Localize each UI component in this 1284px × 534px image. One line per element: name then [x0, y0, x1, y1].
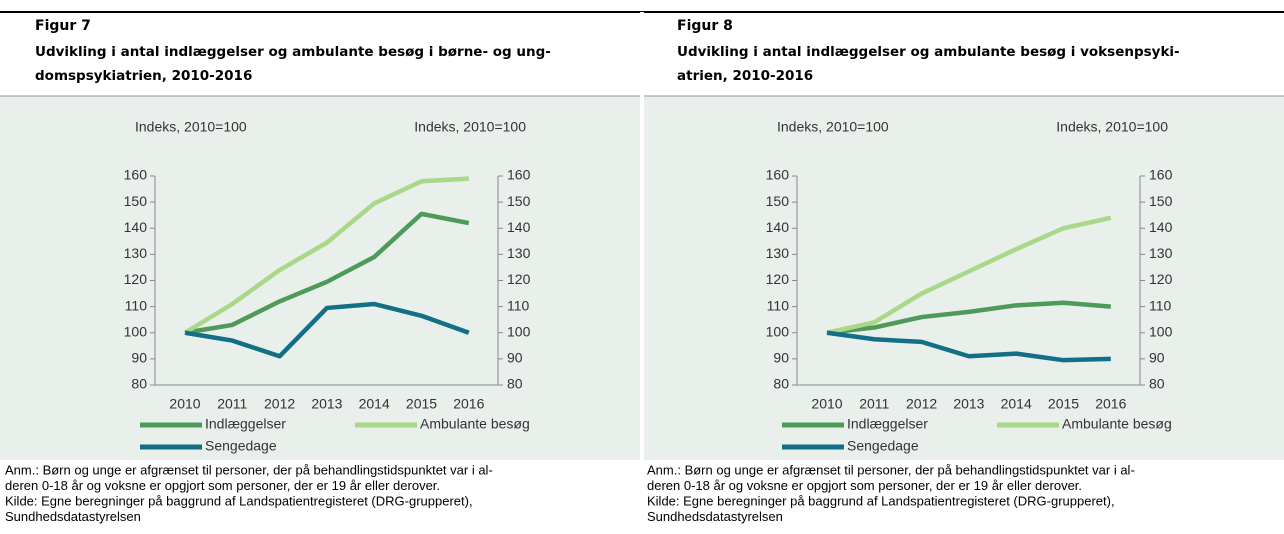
y-tick-label: 110: [767, 297, 790, 313]
y-tick-label: 150: [766, 193, 790, 209]
note: Anm.: Børn og unge er afgrænset til pers…: [5, 462, 493, 477]
note: Anm.: Børn og unge er afgrænset til pers…: [647, 462, 1135, 477]
chart-title: Udvikling i antal indlæggelser og ambula…: [35, 44, 551, 60]
x-tick-label: 2011: [217, 396, 247, 412]
y2-axis-label: Indeks, 2010=100: [1056, 119, 1168, 135]
y2-tick-label: 160: [1149, 167, 1173, 183]
y-tick-label: 90: [131, 350, 147, 366]
x-tick-label: 2012: [264, 396, 295, 412]
x-tick-label: 2014: [359, 396, 390, 412]
y2-tick-label: 90: [507, 350, 523, 366]
series-line: [183, 176, 469, 335]
y-axis-label: Indeks, 2010=100: [777, 119, 889, 135]
y2-tick-label: 150: [1149, 193, 1173, 209]
legend-label: Sengedage: [205, 438, 277, 454]
y-tick-label: 130: [124, 245, 148, 261]
legend-label: Sengedage: [847, 438, 919, 454]
y-axis-label: Indeks, 2010=100: [135, 119, 247, 135]
y2-tick-label: 80: [1149, 376, 1165, 392]
y2-axis-label: Indeks, 2010=100: [414, 119, 526, 135]
figure-label: Figur 7: [35, 18, 91, 34]
series-line: [184, 211, 470, 335]
y-tick-label: 160: [124, 167, 148, 183]
y-tick-label: 120: [124, 271, 148, 287]
legend-label: Indlæggelser: [205, 416, 286, 432]
y2-tick-label: 140: [507, 219, 531, 235]
legend-label: Ambulante besøg: [1062, 416, 1172, 432]
y-tick-label: 80: [131, 376, 147, 392]
note: Kilde: Egne beregninger på baggrund af L…: [647, 493, 1115, 508]
x-tick-label: 2015: [406, 396, 437, 412]
series-line: [826, 215, 1112, 335]
legend-label: Ambulante besøg: [420, 416, 530, 432]
chart-title: Udvikling i antal indlæggelser og ambula…: [677, 44, 1180, 60]
y-tick-label: 100: [766, 323, 790, 339]
figure-label: Figur 8: [677, 18, 733, 34]
y2-tick-label: 80: [507, 376, 523, 392]
x-tick-label: 2013: [311, 396, 342, 412]
chart-title: atrien, 2010-2016: [677, 68, 813, 84]
y-tick-label: 150: [124, 193, 148, 209]
y2-tick-label: 150: [507, 193, 531, 209]
y-tick-label: 140: [766, 219, 790, 235]
y2-tick-label: 160: [507, 167, 531, 183]
y2-tick-label: 90: [1149, 350, 1165, 366]
note: Sundhedsdatastyrelsen: [647, 509, 783, 524]
chart-title: domspsykiatrien, 2010-2016: [35, 68, 252, 84]
y2-tick-label: 120: [507, 271, 531, 287]
x-tick-label: 2013: [953, 396, 984, 412]
y-tick-label: 100: [124, 323, 148, 339]
note: deren 0-18 år og voksne er opgjort som p…: [5, 478, 440, 493]
panel-bg: [644, 96, 1284, 460]
x-tick-label: 2011: [859, 396, 889, 412]
y2-tick-label: 100: [507, 323, 531, 339]
note: deren 0-18 år og voksne er opgjort som p…: [647, 478, 1082, 493]
series-line: [826, 330, 1111, 363]
y-tick-label: 90: [773, 350, 789, 366]
series-line: [826, 300, 1111, 335]
x-tick-label: 2015: [1048, 396, 1079, 412]
y-tick-label: 110: [125, 297, 148, 313]
y-tick-label: 120: [766, 271, 790, 287]
note: Kilde: Egne beregninger på baggrund af L…: [5, 493, 473, 508]
note: Sundhedsdatastyrelsen: [5, 509, 141, 524]
y2-tick-label: 120: [1149, 271, 1173, 287]
x-tick-label: 2010: [811, 396, 842, 412]
y2-tick-label: 130: [1149, 245, 1173, 261]
y2-tick-label: 100: [1149, 323, 1173, 339]
y2-tick-label: 110: [507, 297, 530, 313]
y2-tick-label: 130: [507, 245, 531, 261]
y2-tick-label: 110: [1149, 297, 1172, 313]
x-tick-label: 2016: [1095, 396, 1126, 412]
y2-tick-label: 140: [1149, 219, 1173, 235]
x-tick-label: 2014: [1001, 396, 1032, 412]
x-tick-label: 2012: [906, 396, 937, 412]
y-tick-label: 80: [773, 376, 789, 392]
y-tick-label: 140: [124, 219, 148, 235]
y-tick-label: 160: [766, 167, 790, 183]
panel-bg: [0, 96, 640, 460]
x-tick-label: 2016: [453, 396, 484, 412]
series-line: [184, 301, 470, 359]
x-tick-label: 2010: [169, 396, 200, 412]
y-tick-label: 130: [766, 245, 790, 261]
legend-label: Indlæggelser: [847, 416, 928, 432]
